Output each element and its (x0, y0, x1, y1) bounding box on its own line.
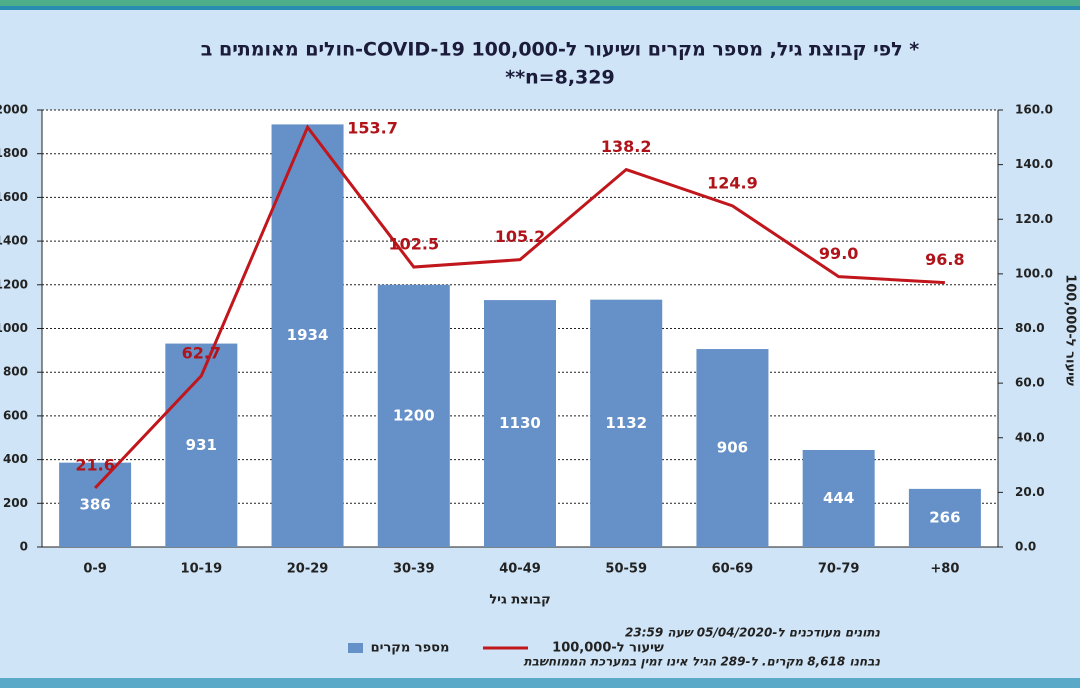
line-value-label: 124.9 (707, 173, 758, 192)
footnote: נתונים מעודכנים ל-05/04/2020 שעה 23:59 (625, 626, 881, 640)
x-tick-label: 30-39 (393, 562, 435, 577)
top-stripe (0, 6, 1080, 10)
bar (908, 488, 981, 547)
x-tick-label: +80 (930, 562, 959, 577)
bar-value-label: 386 (79, 495, 110, 513)
x-axis-label: קבוצת גיל (489, 593, 550, 608)
legend-label: מספר מקרים (371, 641, 450, 656)
y2-axis-label: שיעור ל-100,000 (1063, 274, 1078, 386)
line-value-label: 105.2 (495, 227, 546, 246)
bar-value-label: 1132 (605, 414, 647, 432)
line-value-label: 138.2 (601, 137, 652, 156)
line-value-label: 62.7 (182, 343, 221, 362)
chart-title: חולים מאומתים ב-COVID-19 לפי קבוצת גיל, … (201, 39, 920, 61)
top-stripe (0, 0, 1080, 6)
y-tick-label: 800 (3, 365, 28, 379)
bottom-stripe (0, 678, 1080, 688)
y-tick-label: 1400 (0, 234, 28, 248)
x-tick-label: 70-79 (818, 562, 860, 577)
y-tick-label: 1000 (0, 321, 28, 335)
y2-tick-label: 140.0 (1015, 157, 1053, 171)
bar (484, 300, 556, 547)
line (94, 124, 945, 490)
line-value-label: 96.8 (925, 250, 964, 269)
bar-value-label: 1934 (287, 326, 329, 344)
bar-value-label: 931 (186, 436, 217, 454)
y-tick-label: 600 (3, 408, 28, 422)
bar-value-label: 1130 (499, 414, 541, 432)
x-tick-label: 60-69 (712, 562, 754, 577)
y2-tick-label: 80.0 (1015, 321, 1045, 335)
y-tick-label: 400 (3, 452, 28, 466)
bar-value-label: 266 (929, 508, 960, 526)
y-tick-label: 1600 (0, 190, 28, 204)
bar-value-label: 906 (717, 439, 748, 457)
bar (696, 349, 769, 547)
y-tick-label: 0 (20, 540, 28, 554)
y2-tick-label: 100.0 (1015, 266, 1053, 280)
y-tick-label: 200 (3, 496, 28, 510)
line-value-label: 153.7 (347, 119, 398, 138)
bar (802, 449, 875, 547)
line-value-label: 102.5 (388, 235, 439, 254)
x-tick-label: 50-59 (605, 562, 647, 577)
y2-tick-label: 160.0 (1015, 103, 1053, 117)
y2-tick-label: 0.0 (1015, 540, 1036, 554)
x-tick-label: 40-49 (499, 562, 541, 577)
y-tick-label: 1800 (0, 146, 28, 160)
bar-value-label: 444 (823, 489, 854, 507)
bar (59, 462, 132, 547)
line-value-label: 99.0 (819, 244, 858, 263)
x-tick-label: 10-19 (181, 562, 223, 577)
bar (590, 299, 663, 547)
y-tick-label: 1200 (0, 277, 28, 291)
y-tick-label: 2000 (0, 103, 28, 117)
bar (271, 124, 344, 548)
bar (377, 284, 450, 547)
y2-tick-label: 40.0 (1015, 430, 1045, 444)
y2-tick-label: 20.0 (1015, 485, 1045, 499)
x-tick-label: 20-29 (287, 562, 329, 577)
y2-tick-label: 60.0 (1015, 376, 1045, 390)
y2-tick-label: 120.0 (1015, 212, 1053, 226)
legend-swatch (348, 643, 363, 653)
chart-subtitle: n=8,329** (505, 67, 614, 89)
line-value-label: 21.6 (75, 456, 114, 475)
footnote: נבחנו 8,618 מקרים. ל-289 הגיל אינו זמין … (523, 655, 880, 669)
legend-label: שיעור ל-100,000 (552, 641, 664, 656)
bar-value-label: 1200 (393, 406, 435, 424)
x-tick-label: 0-9 (83, 562, 107, 577)
